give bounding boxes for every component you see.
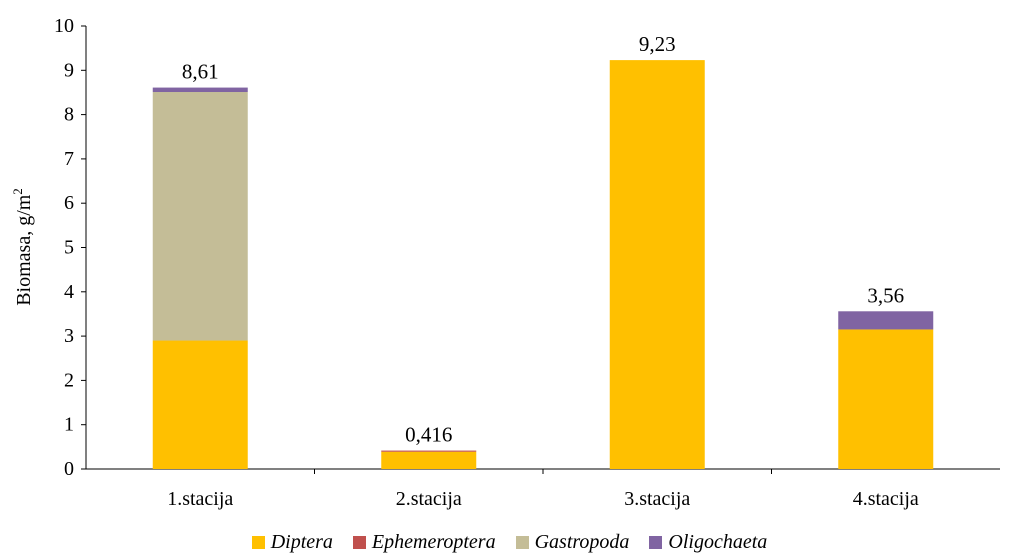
legend-swatch-ephemeroptera: [352, 535, 366, 549]
bar-gastropoda-1: [152, 92, 248, 341]
legend-item-ephemeroptera: Ephemeroptera: [352, 530, 496, 554]
y-tick-label: 9: [64, 59, 74, 81]
y-tick-label: 0: [64, 458, 74, 480]
y-tick-label: 7: [64, 148, 74, 170]
data-label-total: 9,23: [639, 32, 676, 56]
bars: [152, 60, 934, 470]
x-tick-label: 3.stacija: [624, 488, 690, 510]
legend-label: Diptera: [270, 530, 333, 553]
x-tick-label: 2.stacija: [396, 488, 462, 510]
bar-diptera-3: [609, 60, 705, 470]
legend-item-oligochaeta: Oligochaeta: [649, 531, 767, 554]
bar-ephemeroptera-2: [381, 450, 477, 452]
y-tick-label: 3: [64, 325, 74, 347]
legend: Diptera Ephemeroptera Gastropoda Oligoch…: [0, 530, 1019, 554]
bar-diptera-4: [838, 329, 934, 469]
legend-label: Ephemeroptera: [371, 530, 496, 553]
bar-diptera-1: [152, 340, 248, 469]
y-tick-label: 6: [64, 192, 74, 214]
data-label-total: 0,416: [405, 423, 452, 447]
legend-swatch-diptera: [251, 535, 265, 549]
y-axis-label: Biomasa, g/m2: [10, 188, 35, 306]
y-tick-label: 4: [64, 281, 74, 303]
legend-item-gastropoda: Gastropoda: [515, 530, 630, 554]
bar-oligochaeta-1: [152, 87, 248, 93]
y-tick-label: 8: [64, 104, 74, 126]
y-tick-label: 5: [64, 237, 74, 259]
labels: 0 1 2 3 4 5 6 7 8 9 10 8,61 1.stacija 0,416 2.stacija 9…: [54, 15, 919, 510]
legend-item-diptera: Diptera: [251, 530, 333, 554]
legend-swatch-gastropoda: [515, 535, 529, 549]
legend-label: Gastropoda: [534, 530, 630, 553]
legend-swatch-oligochaeta: [649, 535, 663, 549]
legend-label: Oligochaeta: [668, 530, 768, 553]
y-tick-label: 10: [54, 15, 74, 37]
x-tick-label: 4.stacija: [853, 488, 919, 510]
bar-oligochaeta-4: [838, 311, 934, 330]
x-tick-label: 1.stacija: [167, 488, 233, 510]
data-label-total: 3,56: [867, 283, 904, 307]
data-label-total: 8,61: [182, 60, 219, 84]
y-tick-label: 1: [64, 414, 74, 436]
bar-diptera-2: [381, 451, 477, 469]
y-tick-label: 2: [64, 369, 74, 391]
